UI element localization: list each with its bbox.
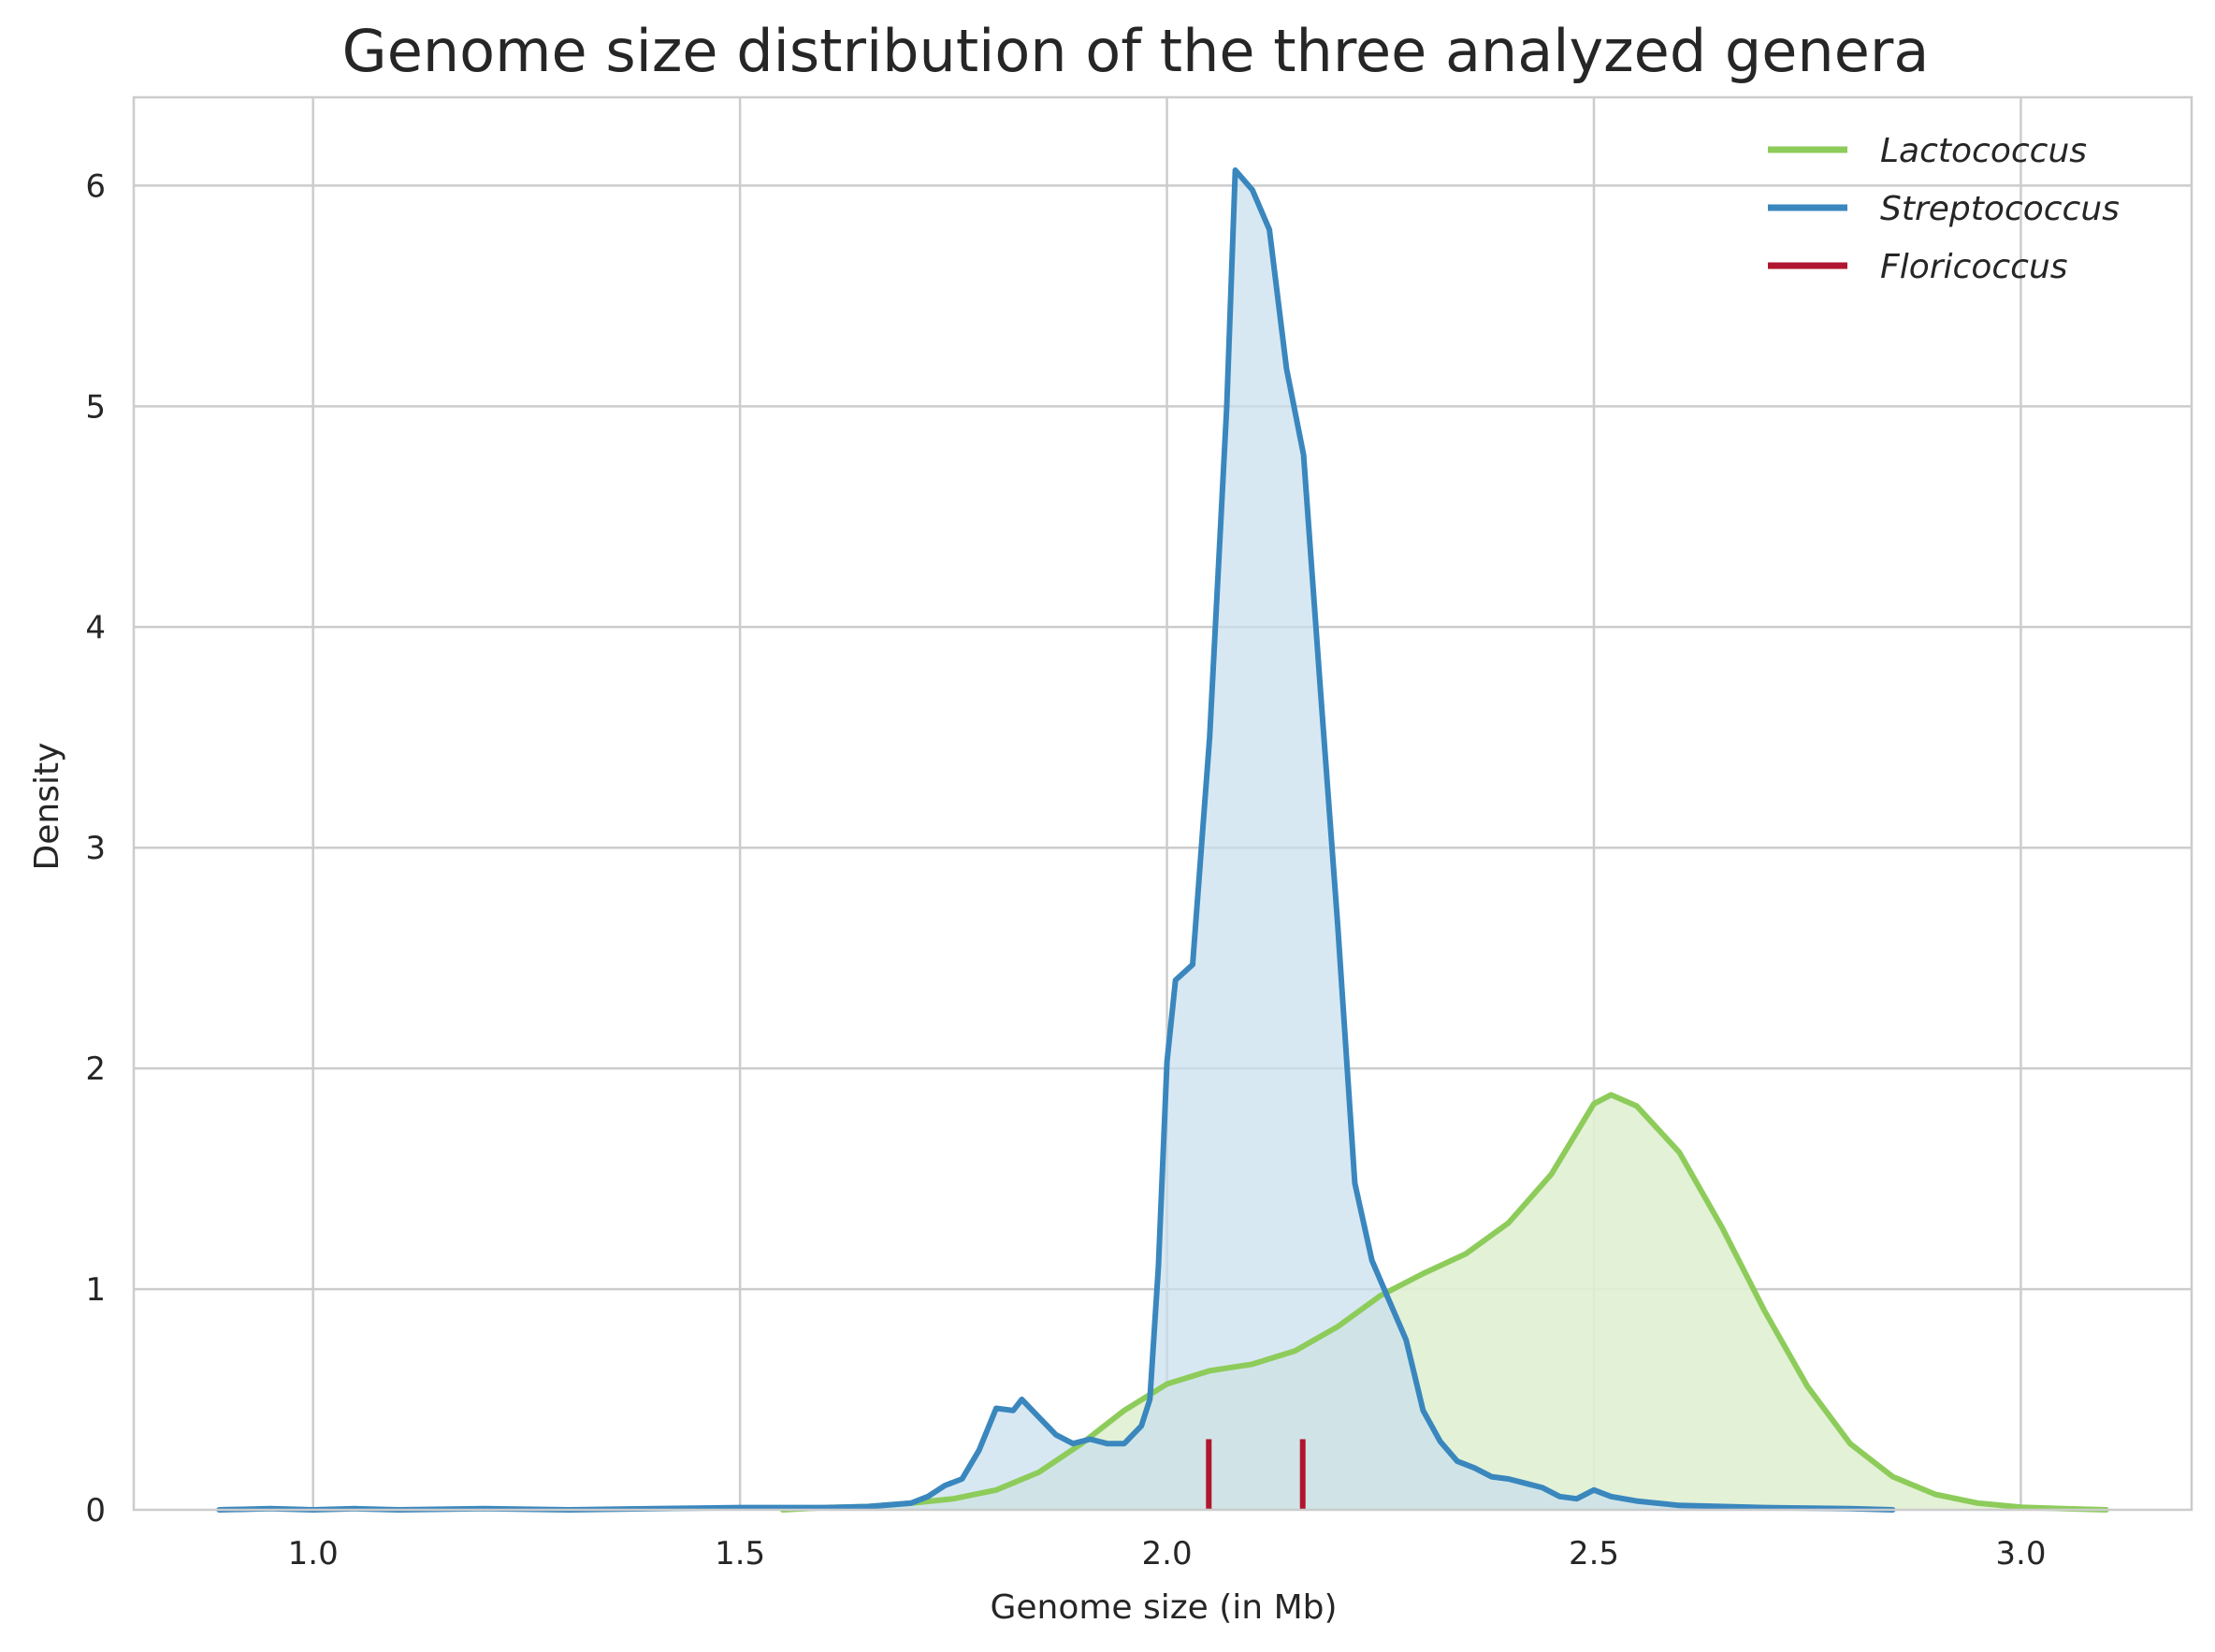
- legend-label-streptococcus: Streptococcus: [1880, 190, 2120, 228]
- y-tick-label: 6: [85, 167, 106, 205]
- y-tick-label: 3: [85, 830, 106, 867]
- y-tick-label: 5: [85, 388, 106, 426]
- y-axis-label: Density: [28, 743, 66, 871]
- x-tick-label: 2.5: [1569, 1535, 1619, 1572]
- y-tick-label: 4: [85, 609, 106, 646]
- x-axis-label: Genome size (in Mb): [990, 1588, 1337, 1627]
- legend: Lactococcus Streptococcus Floricoccus: [1768, 132, 2120, 286]
- tick-labels: 1.0 1.5 2.0 2.5 3.0 0 1 2 3 4 5 6: [85, 167, 2046, 1572]
- x-tick-label: 1.0: [288, 1535, 339, 1572]
- legend-label-lactococcus: Lactococcus: [1880, 132, 2087, 170]
- y-tick-label: 0: [85, 1492, 106, 1529]
- x-tick-label: 2.0: [1142, 1535, 1193, 1572]
- x-tick-label: 1.5: [715, 1535, 765, 1572]
- lactococcus-area: [782, 1094, 2106, 1510]
- rug-marks: [1206, 1439, 1306, 1510]
- lactococcus-line: [779, 1092, 2109, 1513]
- plot-frame: [132, 95, 2193, 1512]
- y-tick-label: 1: [85, 1271, 106, 1309]
- chart-title: Genome size distribution of the three an…: [342, 17, 1930, 85]
- legend-label-floricoccus: Floricoccus: [1880, 248, 2068, 286]
- grid: [134, 97, 2192, 1510]
- x-tick-label: 3.0: [1995, 1535, 2046, 1572]
- y-tick-label: 2: [85, 1051, 106, 1088]
- density-fills: [219, 169, 2106, 1510]
- density-lines: [216, 167, 2109, 1513]
- streptococcus-line: [216, 167, 1896, 1513]
